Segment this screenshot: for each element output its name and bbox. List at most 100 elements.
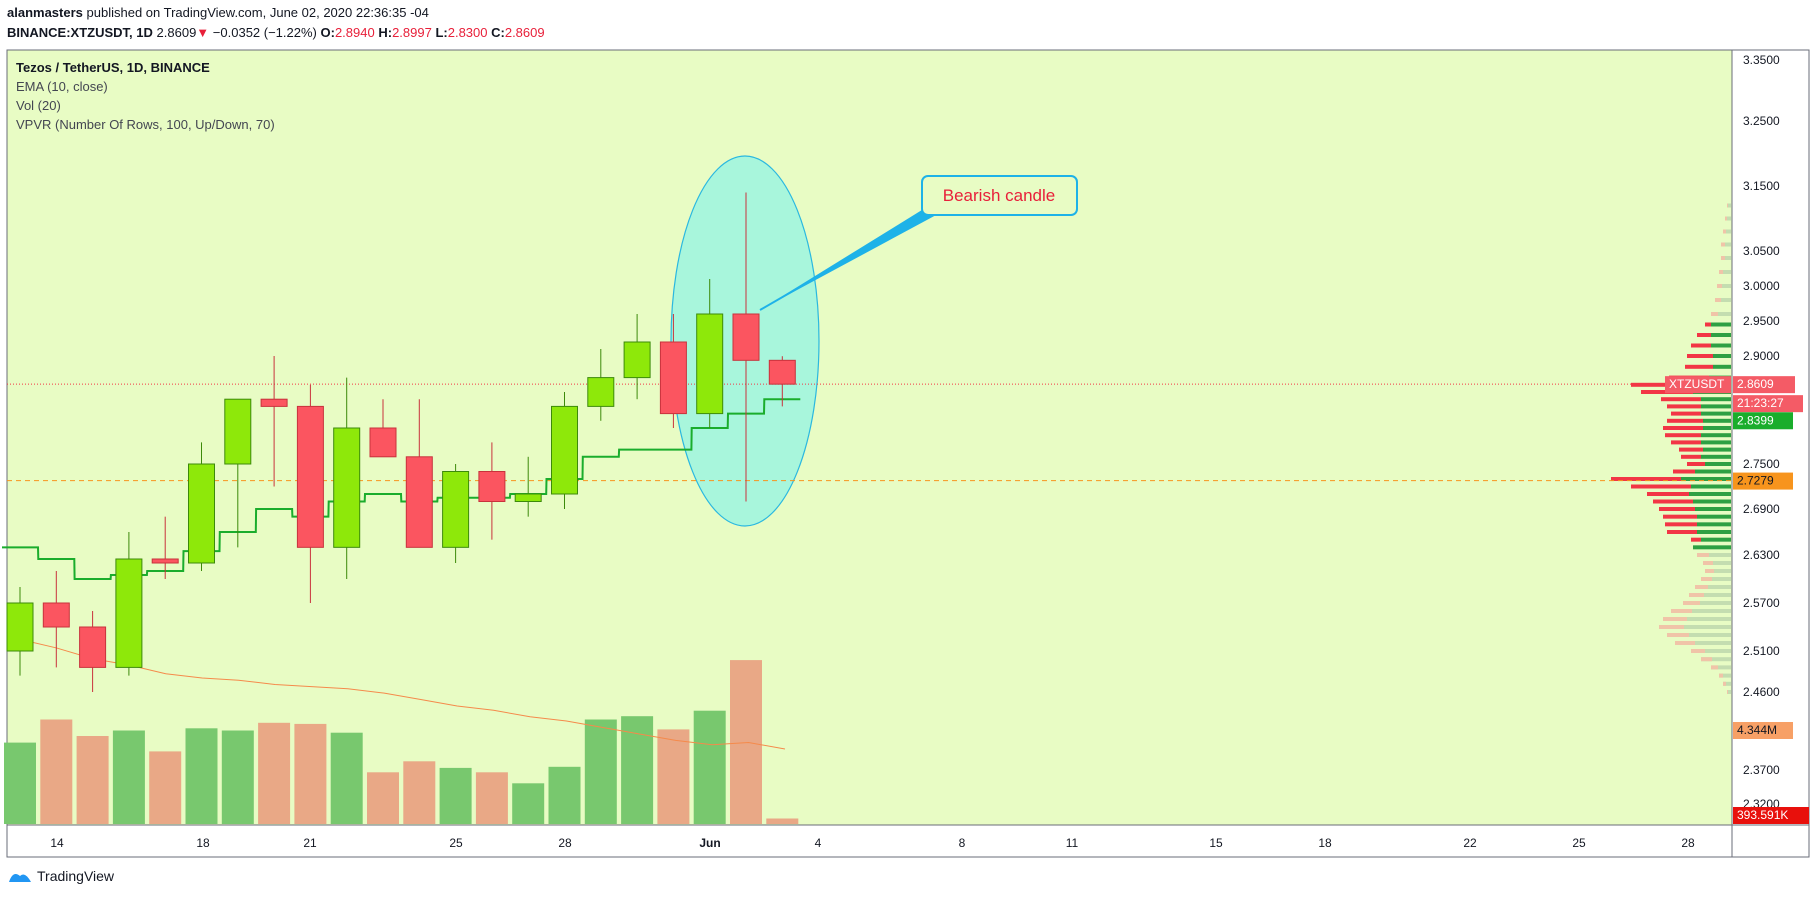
callout-pointer-edge bbox=[759, 212, 929, 311]
vpvr-down-bar bbox=[1673, 469, 1695, 474]
candle-body bbox=[188, 463, 215, 564]
volume-bar bbox=[766, 818, 799, 824]
x-tick-label: 11 bbox=[1066, 836, 1079, 850]
candlesticks bbox=[6, 192, 796, 692]
vpvr-up-bar bbox=[1701, 440, 1731, 445]
vpvr-down-bar bbox=[1659, 625, 1684, 629]
vpvr-down-bar bbox=[1717, 284, 1722, 288]
x-tick-label: 21 bbox=[303, 836, 317, 850]
vpvr-up-bar bbox=[1725, 216, 1731, 221]
vpvr-down-bar bbox=[1705, 322, 1711, 327]
vpvr-up-bar bbox=[1717, 284, 1731, 288]
vpvr-up-bar bbox=[1693, 499, 1731, 504]
vpvr-up-bar bbox=[1721, 256, 1731, 260]
candle-body bbox=[260, 398, 288, 407]
vpvr-up-bar bbox=[1667, 633, 1731, 637]
footer-brand[interactable]: TradingView bbox=[37, 868, 115, 884]
vpvr-down-bar bbox=[1711, 312, 1718, 316]
candle-body bbox=[333, 427, 361, 548]
vpvr-up-bar bbox=[1695, 469, 1731, 474]
vpvr-up-bar bbox=[1671, 609, 1731, 613]
legend-vol[interactable]: Vol (20) bbox=[16, 98, 61, 113]
vpvr-down-bar bbox=[1727, 690, 1728, 694]
vpvr-down-bar bbox=[1663, 426, 1703, 430]
callout-box[interactable] bbox=[921, 175, 1078, 216]
publish-header: alanmasters published on TradingView.com… bbox=[7, 5, 429, 20]
vpvr-up-bar bbox=[1681, 477, 1731, 481]
vpvr-down-bar bbox=[1719, 270, 1723, 274]
vpvr-down-bar bbox=[1721, 242, 1725, 247]
y-tick-label: 2.4600 bbox=[1743, 685, 1780, 699]
vpvr-down-bar bbox=[1663, 514, 1697, 519]
callout-text: Bearish candle bbox=[943, 186, 1055, 205]
vpvr-down-bar bbox=[1725, 216, 1727, 221]
legend-title[interactable]: Tezos / TetherUS, 1D, BINANCE bbox=[16, 60, 210, 75]
time-axis[interactable] bbox=[6, 824, 1733, 858]
vpvr-up-bar bbox=[1697, 514, 1731, 519]
vpvr-up-bar bbox=[1723, 229, 1731, 234]
volume-bar bbox=[548, 766, 581, 824]
volume-ma-label: 4.344M bbox=[1737, 723, 1777, 737]
author-name[interactable]: alanmasters bbox=[7, 5, 83, 20]
legend-vpvr[interactable]: VPVR (Number Of Rows, 100, Up/Down, 70) bbox=[16, 117, 275, 132]
volume-bar bbox=[730, 660, 762, 824]
vpvr-down-bar bbox=[1691, 649, 1705, 653]
x-tick-label: 8 bbox=[959, 836, 966, 850]
vpvr-down-bar bbox=[1671, 609, 1692, 613]
vpvr-down-bar bbox=[1687, 462, 1705, 466]
vpvr-down-bar bbox=[1701, 657, 1712, 662]
vpvr-up-bar bbox=[1703, 426, 1731, 430]
vpvr-down-bar bbox=[1705, 569, 1714, 573]
legend-ema[interactable]: EMA (10, close) bbox=[16, 79, 108, 94]
chart-legend: Tezos / TetherUS, 1D, BINANCE EMA (10, c… bbox=[16, 60, 275, 132]
last-price: 2.8609 bbox=[156, 25, 197, 40]
vpvr-up-bar bbox=[1703, 418, 1731, 423]
high-value: 2.8997 bbox=[392, 25, 432, 40]
vpvr-up-bar bbox=[1711, 322, 1731, 327]
vpvr-down-bar bbox=[1683, 601, 1700, 605]
vpvr-down-bar bbox=[1697, 333, 1711, 337]
price-axis-labels: XTZUSDT 2.8609 21:23:27 2.8399 2.7279 4.344M 3… bbox=[1665, 376, 1809, 824]
vpvr-up-bar bbox=[1705, 462, 1731, 466]
volume-bar bbox=[185, 728, 218, 824]
symbol-price-tag-tag bbox=[1665, 376, 1731, 394]
last-price-label: 2.8609 bbox=[1737, 377, 1774, 391]
vpvr-up-bar bbox=[1689, 492, 1731, 496]
volume-bar bbox=[584, 719, 617, 824]
candle-body bbox=[115, 558, 143, 668]
vpvr-down-bar bbox=[1701, 577, 1712, 581]
ema-line bbox=[2, 398, 801, 580]
vpvr-up-bar bbox=[1703, 447, 1731, 452]
vpvr-down-bar bbox=[1689, 593, 1704, 597]
candle-body bbox=[551, 405, 578, 495]
vpvr-down-bar bbox=[1659, 507, 1695, 511]
vpvr-up-bar bbox=[1701, 454, 1731, 459]
ohlc-header: BINANCE:XTZUSDT, 1D 2.8609▼ −0.0352 (−1.… bbox=[7, 25, 545, 40]
volume-bar bbox=[330, 732, 363, 824]
y-tick-label: 2.6300 bbox=[1743, 548, 1780, 562]
ema-price-label: 2.8399 bbox=[1737, 413, 1774, 427]
close-label: C: bbox=[491, 25, 505, 40]
vpvr-down-bar bbox=[1647, 492, 1689, 496]
low-value: 2.8300 bbox=[447, 25, 488, 40]
candle-body bbox=[587, 377, 615, 407]
candle-body bbox=[696, 313, 724, 415]
vpvr-up-bar bbox=[1719, 270, 1731, 274]
volume-bar bbox=[475, 772, 508, 824]
vpvr-down-bar bbox=[1653, 499, 1693, 504]
vpvr-up-bar bbox=[1701, 577, 1731, 581]
vpvr-down-bar bbox=[1703, 561, 1713, 565]
vpvr-down-bar bbox=[1695, 585, 1708, 589]
vpvr-down-bar bbox=[1667, 530, 1697, 534]
x-tick-label: 18 bbox=[196, 836, 210, 850]
tradingview-logo-icon bbox=[9, 874, 31, 882]
candle-body bbox=[478, 471, 506, 502]
price-axis[interactable] bbox=[1731, 49, 1810, 826]
x-tick-label: 4 bbox=[815, 836, 822, 850]
vpvr-up-bar bbox=[1701, 433, 1731, 438]
vpvr-up-bar bbox=[1701, 411, 1731, 416]
volume-bar bbox=[512, 783, 545, 824]
vpvr-down-bar bbox=[1723, 681, 1726, 686]
vpvr-up-bar bbox=[1675, 641, 1731, 645]
